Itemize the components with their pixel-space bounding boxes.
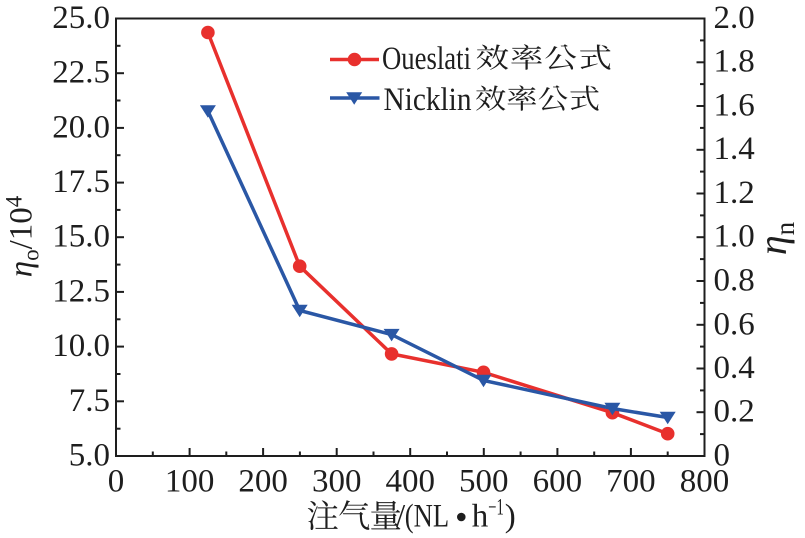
svg-text:400: 400 xyxy=(385,464,435,500)
svg-text:Oueslati: Oueslati xyxy=(382,41,471,77)
svg-text:20.0: 20.0 xyxy=(52,109,110,145)
svg-text:25.0: 25.0 xyxy=(52,0,110,36)
svg-text:200: 200 xyxy=(238,464,288,500)
svg-text:800: 800 xyxy=(680,464,730,500)
svg-text:100: 100 xyxy=(165,464,215,500)
svg-text:): ) xyxy=(505,499,516,535)
svg-text:300: 300 xyxy=(312,464,362,500)
svg-text:15.0: 15.0 xyxy=(52,219,110,255)
svg-text:ηn: ηn xyxy=(750,221,800,255)
svg-text:0.6: 0.6 xyxy=(714,306,755,342)
svg-text:h: h xyxy=(472,499,489,535)
svg-text:ηo/104: ηo/104 xyxy=(2,195,44,277)
svg-text:500: 500 xyxy=(459,464,509,500)
svg-text:5.0: 5.0 xyxy=(69,438,110,474)
svg-text:17.5: 17.5 xyxy=(52,164,110,200)
svg-text:700: 700 xyxy=(606,464,656,500)
svg-text:0.2: 0.2 xyxy=(714,394,755,430)
svg-text:12.5: 12.5 xyxy=(52,273,110,309)
svg-text:1.2: 1.2 xyxy=(714,175,755,211)
svg-text:1.6: 1.6 xyxy=(714,88,755,124)
svg-text:1.0: 1.0 xyxy=(714,219,755,255)
svg-text:600: 600 xyxy=(533,464,583,500)
svg-text:10.0: 10.0 xyxy=(52,328,110,364)
svg-text:/: / xyxy=(396,499,406,535)
svg-text:2.0: 2.0 xyxy=(714,0,755,36)
svg-text:0.4: 0.4 xyxy=(714,350,755,386)
svg-text:0.8: 0.8 xyxy=(714,263,755,299)
svg-text:0: 0 xyxy=(714,438,731,474)
svg-text:1.4: 1.4 xyxy=(714,131,755,167)
svg-text:7.5: 7.5 xyxy=(69,383,110,419)
svg-text:(NL: (NL xyxy=(405,499,449,535)
svg-text:−1: −1 xyxy=(488,495,504,520)
svg-text:Nicklin: Nicklin xyxy=(384,82,472,118)
svg-text:0: 0 xyxy=(108,464,125,500)
svg-text:22.5: 22.5 xyxy=(52,55,110,91)
svg-text:1.8: 1.8 xyxy=(714,44,755,80)
